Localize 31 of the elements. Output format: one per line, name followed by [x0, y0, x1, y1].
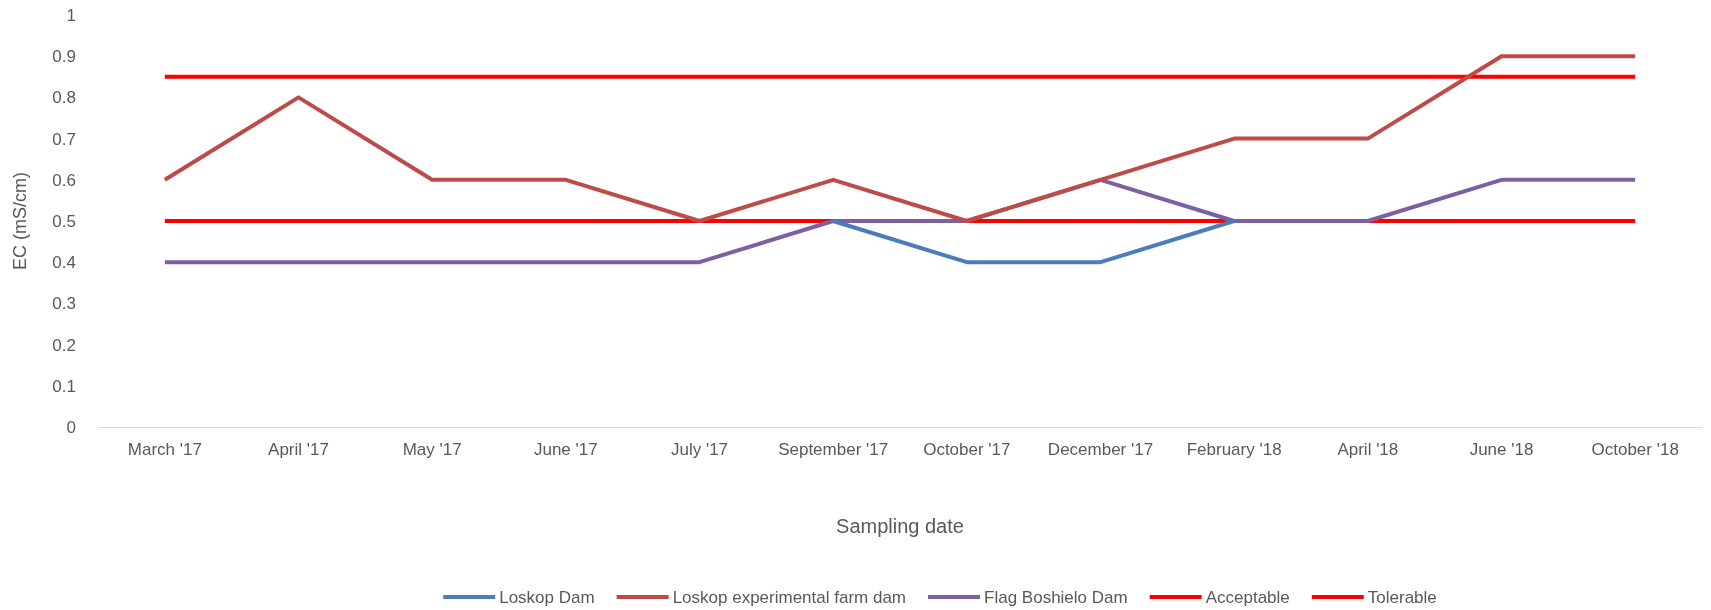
x-tick-label: October '17	[923, 440, 1011, 460]
y-tick-label: 0.5	[52, 211, 76, 231]
x-tick-label: July '17	[670, 440, 729, 460]
y-tick-label: 0.8	[52, 88, 76, 108]
x-tick-label: April '18	[1337, 440, 1399, 460]
x-axis-title: Sampling date	[836, 515, 964, 537]
y-tick-label: 0.1	[52, 376, 76, 396]
y-tick-label: 0.7	[52, 129, 76, 149]
x-tick-label: February '18	[1186, 440, 1282, 460]
x-tick-label: September '17	[778, 440, 889, 460]
x-tick-label: December '17	[1047, 440, 1154, 460]
legend-label: Tolerable	[1367, 588, 1437, 607]
y-tick-label: 1	[66, 5, 76, 25]
y-tick-label: 0.6	[52, 170, 76, 190]
y-tick-label: 0	[66, 417, 76, 437]
x-tick-label: March '17	[127, 440, 202, 460]
y-tick-label: 0.4	[52, 253, 76, 273]
x-tick-label: April '17	[268, 440, 329, 460]
y-axis-title: EC (mS/cm)	[10, 172, 30, 270]
x-tick-label: June '18	[1469, 440, 1534, 460]
legend-label: Loskop experimental farm dam	[672, 588, 907, 607]
y-tick-label: 0.2	[52, 335, 76, 355]
x-tick-label: June '17	[533, 440, 598, 460]
y-tick-label: 0.3	[52, 294, 76, 314]
legend-label: Flag Boshielo Dam	[984, 588, 1128, 607]
line-series	[162, 54, 1638, 223]
x-tick-label: May '17	[402, 440, 462, 460]
legend-label: Loskop Dam	[499, 588, 595, 607]
x-tick-label: October '18	[1591, 440, 1679, 460]
y-tick-label: 0.9	[52, 47, 76, 67]
legend-label: Acceptable	[1205, 588, 1290, 607]
